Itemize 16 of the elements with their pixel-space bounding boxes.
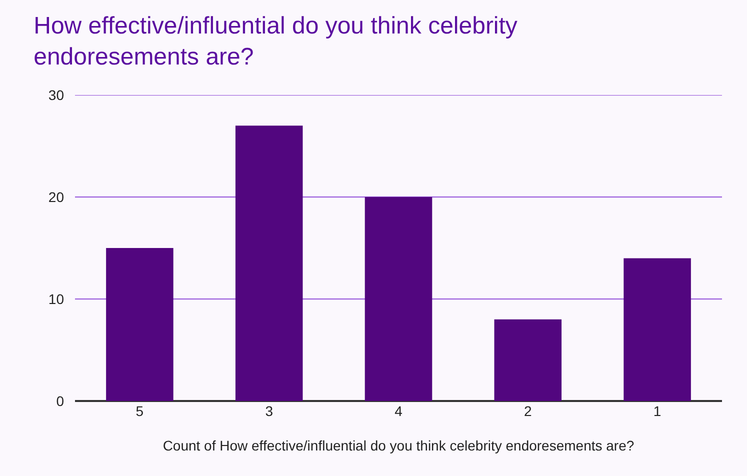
y-tick-label: 10 [48,290,64,307]
x-tick-label: 3 [265,403,274,419]
x-axis-title: Count of How effective/influential do you think celebrity endoresements are? [162,437,634,454]
chart-title: How effective/influential do you think celebrity endoresements are? [34,12,518,71]
bar [106,248,174,401]
y-tick-label: 0 [56,392,64,409]
x-tick-label: 1 [653,403,662,419]
y-tick-label: 20 [48,188,64,205]
bar [494,319,562,401]
bar [235,126,303,401]
bar [364,197,432,401]
x-tick-label: 2 [524,403,532,419]
y-tick-label: 30 [48,86,64,103]
bar [624,258,691,401]
x-tick-label: 5 [136,403,144,419]
x-tick-label: 4 [394,403,403,419]
